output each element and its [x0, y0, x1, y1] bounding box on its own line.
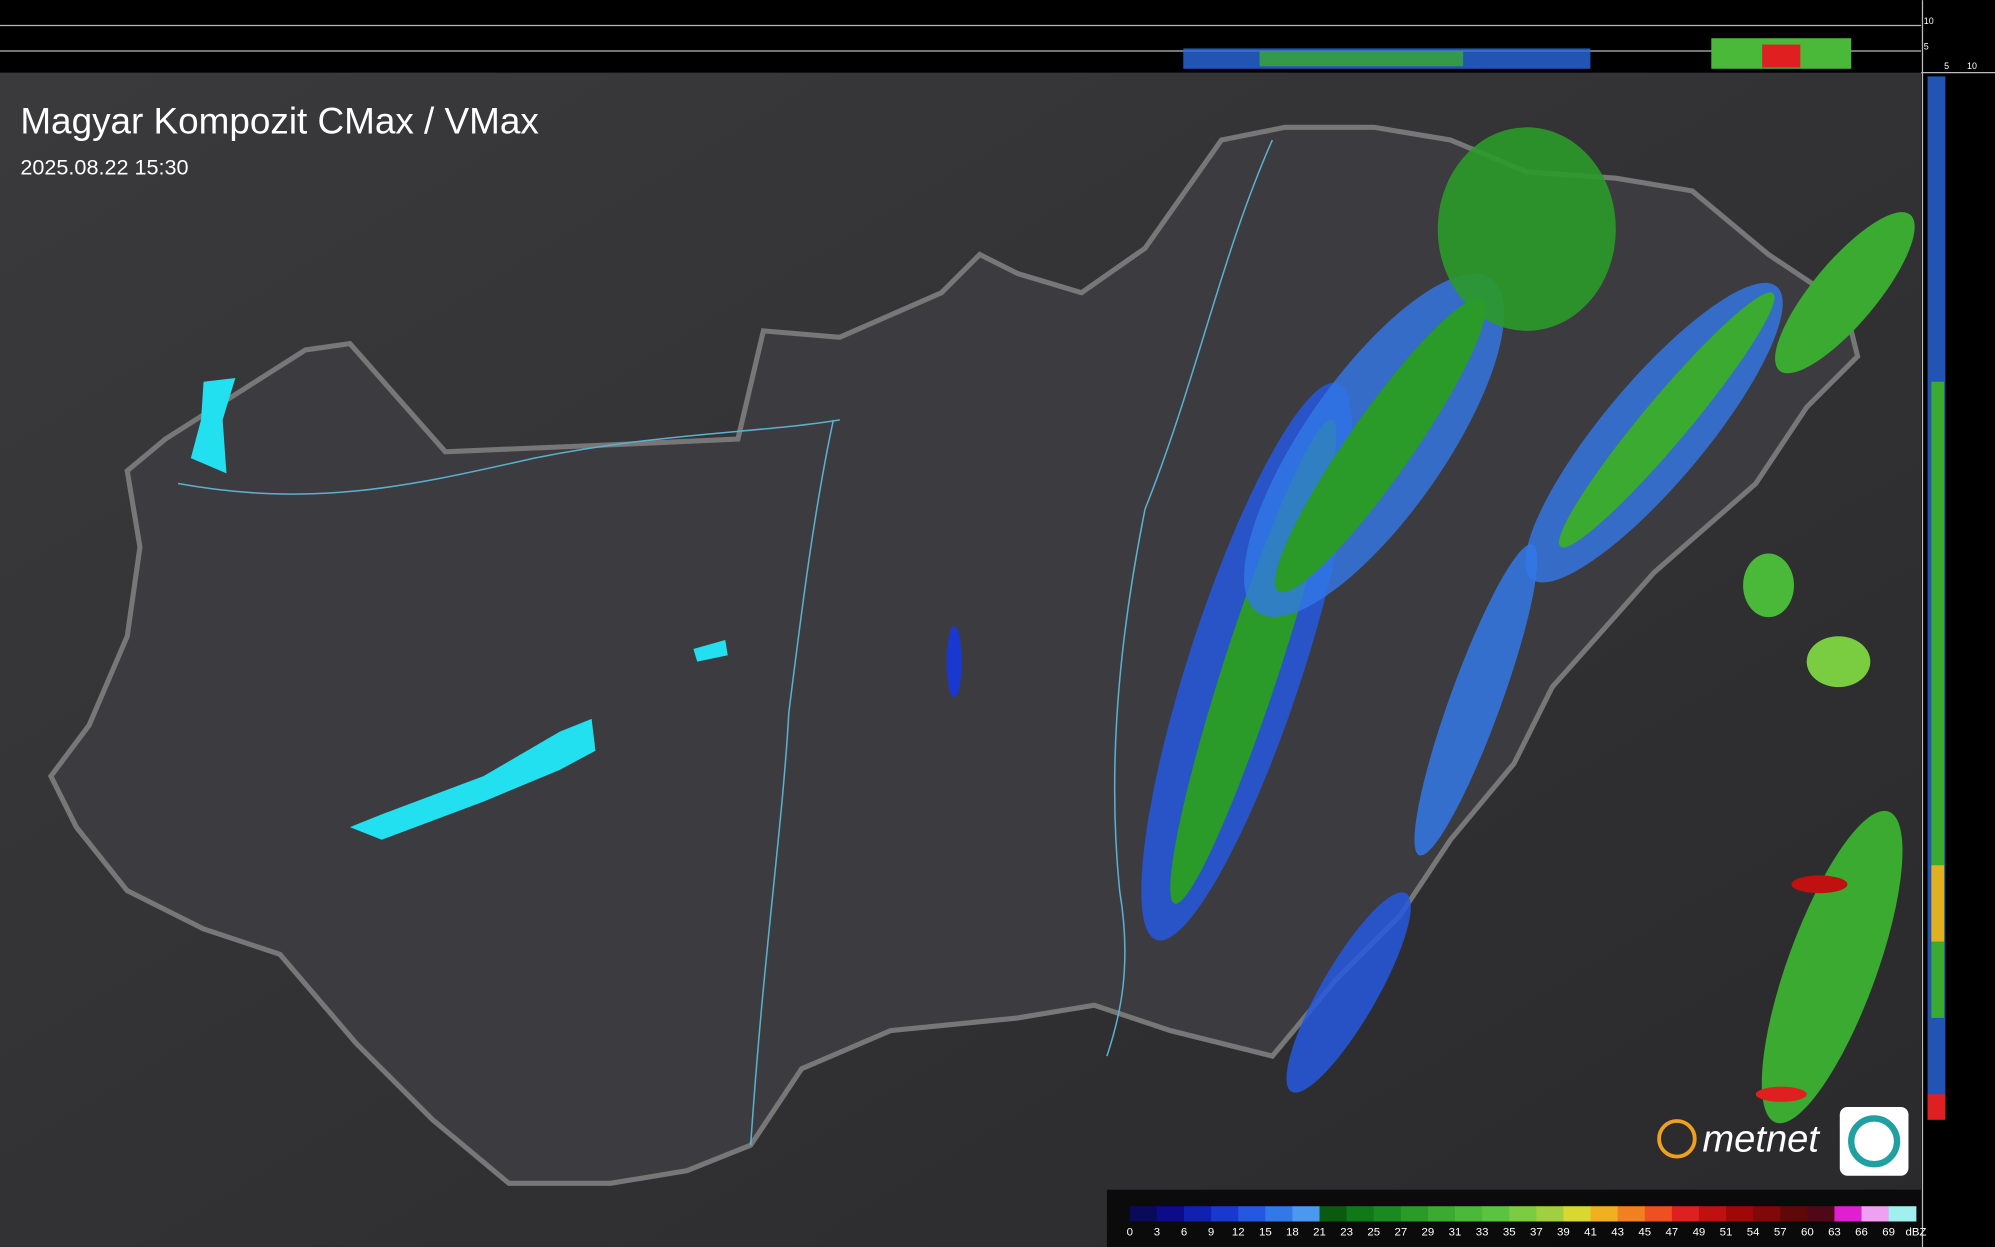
color-swatch — [1807, 1206, 1836, 1222]
color-swatch — [1780, 1206, 1808, 1222]
profile-tick: 5 — [1924, 42, 1929, 52]
top-profile — [0, 0, 1922, 73]
profile-echo — [1931, 865, 1945, 942]
legend-label: 41 — [1584, 1226, 1597, 1238]
legend-label: 66 — [1855, 1226, 1868, 1238]
legend-label: 27 — [1394, 1226, 1407, 1238]
color-swatch — [1129, 1206, 1158, 1222]
color-swatch — [1238, 1206, 1266, 1222]
legend-label: 69 — [1882, 1226, 1895, 1238]
color-swatch — [1211, 1206, 1239, 1222]
map-title: Magyar Kompozit CMax / VMax — [20, 101, 539, 142]
rivers — [177, 139, 1274, 1146]
legend-label: 60 — [1801, 1226, 1814, 1238]
color-swatch — [1373, 1206, 1402, 1222]
color-swatch — [1861, 1206, 1890, 1222]
color-swatch — [1563, 1206, 1592, 1222]
color-swatch — [1888, 1206, 1917, 1222]
color-swatch — [1726, 1206, 1754, 1222]
legend-label: 31 — [1449, 1226, 1462, 1238]
color-swatch — [1292, 1206, 1321, 1222]
legend-label: 37 — [1530, 1226, 1543, 1238]
color-swatch — [1644, 1206, 1673, 1222]
legend-label: 23 — [1340, 1226, 1353, 1238]
color-swatch — [1455, 1206, 1483, 1222]
profile-echo — [1927, 1094, 1946, 1120]
timestamp: 2025.08.22 15:30 — [20, 154, 188, 179]
color-swatch — [1156, 1206, 1185, 1222]
legend-label: 9 — [1208, 1226, 1214, 1238]
legend-label: 15 — [1259, 1226, 1272, 1238]
profile-tick: 10 — [1924, 16, 1934, 26]
logo: metnet — [1657, 1106, 1909, 1176]
legend-label: 45 — [1638, 1226, 1651, 1238]
legend-label: 47 — [1665, 1226, 1678, 1238]
profile-tick: 10 — [1967, 61, 1977, 71]
legend-label: 12 — [1232, 1226, 1245, 1238]
legend-label: 21 — [1313, 1226, 1326, 1238]
legend-label: 35 — [1503, 1226, 1516, 1238]
legend-label: 18 — [1286, 1226, 1299, 1238]
profile-tick: 5 — [1944, 61, 1949, 71]
legend-label: 43 — [1611, 1226, 1624, 1238]
color-swatch — [1617, 1206, 1646, 1222]
color-swatch — [1698, 1206, 1727, 1222]
legend-label: 54 — [1747, 1226, 1760, 1238]
legend-label: 6 — [1181, 1226, 1187, 1238]
color-swatch — [1834, 1206, 1863, 1222]
legend-label: 51 — [1720, 1226, 1733, 1238]
legend-label: 49 — [1693, 1226, 1706, 1238]
legend-label: 57 — [1774, 1226, 1787, 1238]
color-swatch — [1400, 1206, 1429, 1222]
color-swatch — [1590, 1206, 1619, 1222]
color-swatch — [1346, 1206, 1375, 1222]
legend-label: 39 — [1557, 1226, 1570, 1238]
color-swatch — [1319, 1206, 1348, 1222]
legend-unit: dBZ — [1906, 1226, 1927, 1238]
color-swatch — [1184, 1206, 1212, 1222]
color-swatch — [1671, 1206, 1700, 1222]
legend-label: 25 — [1367, 1226, 1380, 1238]
color-swatch — [1753, 1206, 1781, 1222]
profile-echo — [1259, 50, 1464, 67]
legend-label: 33 — [1476, 1226, 1489, 1238]
logo-text: metnet — [1702, 1118, 1820, 1161]
lakes — [190, 377, 728, 840]
legend-label: 29 — [1422, 1226, 1435, 1238]
profile-echo — [1762, 44, 1801, 68]
profile-echo — [1931, 381, 1945, 1018]
legend: 0 3 6 9 12 15 18 21 23 25 27 29 31 33 35 37 39 41 43 45 47 49… — [1127, 1206, 1927, 1238]
radar-echoes — [946, 127, 1915, 1124]
legend-label: 63 — [1828, 1226, 1841, 1238]
color-swatch — [1509, 1206, 1537, 1222]
color-swatch — [1427, 1206, 1456, 1222]
legend-label: 3 — [1154, 1226, 1160, 1238]
legend-label: 0 — [1127, 1226, 1133, 1238]
color-swatch — [1482, 1206, 1510, 1222]
color-swatch — [1536, 1206, 1565, 1222]
color-swatch — [1265, 1206, 1294, 1222]
